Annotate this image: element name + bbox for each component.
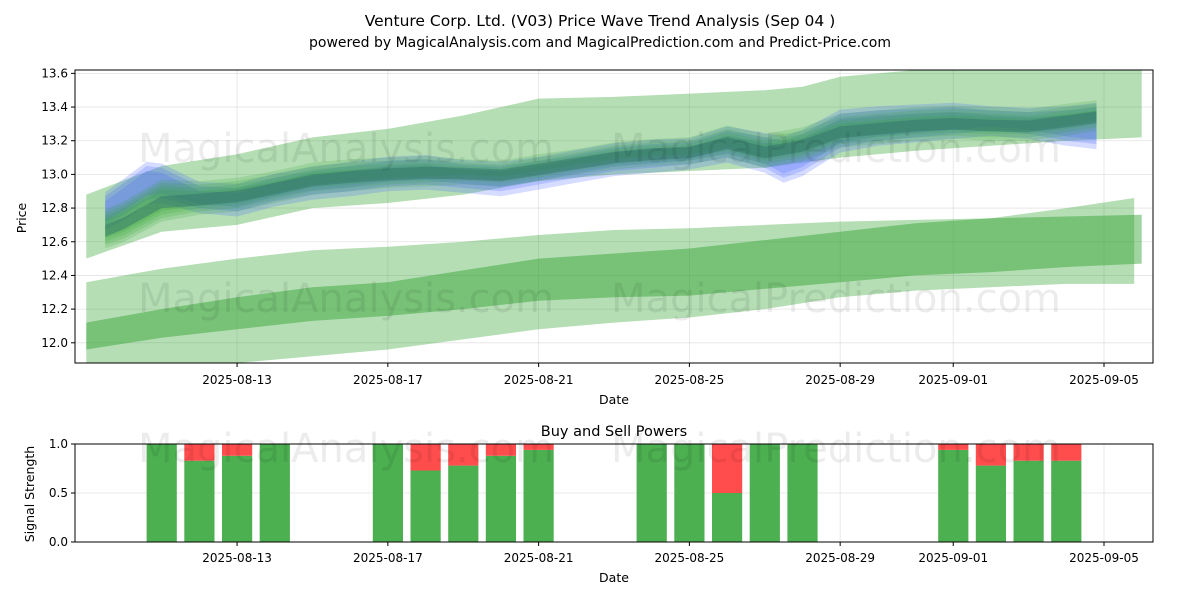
price-chart-grid bbox=[75, 70, 1153, 363]
price-y-tick-label: 13.0 bbox=[41, 167, 68, 181]
powers-x-tick-label: 2025-08-13 bbox=[202, 551, 272, 565]
price-x-tick-label: 2025-08-13 bbox=[202, 373, 272, 387]
price-x-tick-label: 2025-09-01 bbox=[918, 373, 988, 387]
watermark-analysis-bottom: MagicalAnalysis.com bbox=[138, 426, 554, 472]
powers-chart-title: Buy and Sell Powers bbox=[541, 424, 687, 440]
sell-bar bbox=[410, 444, 441, 471]
buy-bar bbox=[259, 444, 290, 542]
price-x-tick-label: 2025-08-29 bbox=[805, 373, 875, 387]
lower-outer-band bbox=[86, 198, 1135, 363]
chart-title: Venture Corp. Ltd. (V03) Price Wave Tren… bbox=[365, 12, 836, 30]
buy-bar bbox=[410, 470, 441, 542]
upper-green-wave bbox=[105, 100, 1097, 239]
powers-x-tick-label: 2025-09-05 bbox=[1069, 551, 1139, 565]
buy-bar bbox=[523, 449, 554, 542]
price-x-axis-label: Date bbox=[599, 392, 629, 407]
price-bands bbox=[86, 70, 1142, 363]
price-x-tick-label: 2025-08-17 bbox=[353, 373, 423, 387]
watermark-prediction-bottom: MagicalPrediction.com bbox=[611, 426, 1061, 472]
sell-bar bbox=[712, 444, 743, 493]
powers-chart-bars bbox=[146, 444, 1082, 542]
upper-blue-wave bbox=[105, 107, 1097, 225]
sell-bar bbox=[222, 444, 253, 456]
powers-y-tick-label: 0.0 bbox=[49, 535, 68, 549]
watermark-prediction-mid: MagicalPrediction.com bbox=[611, 276, 1061, 322]
upper-outer-band bbox=[86, 70, 1142, 259]
price-y-tick-label: 12.0 bbox=[41, 336, 68, 350]
buy-bar bbox=[975, 465, 1006, 542]
price-y-tick-label: 13.4 bbox=[41, 100, 68, 114]
price-y-tick-label: 13.2 bbox=[41, 134, 68, 148]
sell-bar bbox=[523, 444, 554, 450]
upper-green-wave bbox=[105, 107, 1097, 246]
price-y-tick-label: 12.8 bbox=[41, 201, 68, 215]
powers-x-tick-label: 2025-08-29 bbox=[805, 551, 875, 565]
price-chart-plot bbox=[86, 70, 1142, 363]
watermark-prediction-top: MagicalPrediction.com bbox=[611, 126, 1061, 172]
buy-bar bbox=[712, 493, 743, 542]
price-y-axis-label: Price bbox=[14, 202, 29, 233]
buy-bar bbox=[938, 449, 969, 542]
powers-x-tick-label: 2025-08-25 bbox=[655, 551, 725, 565]
buy-bar bbox=[674, 444, 705, 542]
buy-bar bbox=[184, 460, 215, 542]
lower-inner-band bbox=[86, 214, 1142, 350]
price-chart-frame bbox=[74, 69, 1154, 364]
price-x-tick-label: 2025-08-25 bbox=[655, 373, 725, 387]
sell-bar bbox=[1013, 444, 1044, 461]
buy-bar bbox=[372, 444, 403, 542]
price-y-tick-label: 12.6 bbox=[41, 235, 68, 249]
buy-bar bbox=[146, 444, 177, 542]
watermark-analysis-mid: MagicalAnalysis.com bbox=[138, 276, 554, 322]
buy-bar bbox=[787, 444, 818, 542]
sell-bar bbox=[1051, 444, 1082, 461]
powers-x-axis: 2025-08-13 2025-08-17 2025-08-21 2025-08-25… bbox=[202, 542, 1139, 565]
powers-y-tick-label: 1.0 bbox=[49, 437, 68, 451]
buy-bar bbox=[1013, 460, 1044, 542]
powers-y-tick-label: 0.5 bbox=[49, 486, 68, 500]
price-y-tick-label: 12.4 bbox=[41, 268, 68, 282]
buy-bar bbox=[222, 455, 253, 542]
buy-bar bbox=[1051, 460, 1082, 542]
price-y-tick-label: 13.6 bbox=[41, 66, 68, 80]
powers-x-tick-label: 2025-08-21 bbox=[504, 551, 574, 565]
buy-bar bbox=[448, 465, 479, 542]
price-x-tick-label: 2025-09-05 bbox=[1069, 373, 1139, 387]
price-x-tick-label: 2025-08-21 bbox=[504, 373, 574, 387]
upper-blue-wave bbox=[105, 102, 1097, 221]
upper-green-wave bbox=[105, 103, 1097, 242]
core-wave bbox=[105, 111, 1097, 237]
chart-subtitle: powered by MagicalAnalysis.com and Magic… bbox=[309, 35, 891, 51]
watermark-analysis-top: MagicalAnalysis.com bbox=[138, 126, 554, 172]
sell-bar bbox=[448, 444, 479, 466]
powers-y-axis: 0.0 0.5 1.0 bbox=[49, 437, 75, 549]
buy-bar bbox=[485, 455, 516, 542]
price-x-axis: 2025-08-13 2025-08-17 2025-08-21 2025-08-25… bbox=[202, 363, 1139, 387]
upper-green-wave bbox=[105, 110, 1097, 249]
powers-x-tick-label: 2025-08-17 bbox=[353, 551, 423, 565]
price-y-tick-label: 12.2 bbox=[41, 302, 68, 316]
buy-bar bbox=[636, 444, 667, 542]
price-y-axis: 12.0 12.2 12.4 12.6 12.8 13.0 13.2 13.4 13.6 bbox=[41, 66, 75, 350]
upper-blue-wave bbox=[105, 112, 1097, 230]
price-chart-watermarks: MagicalAnalysis.com MagicalPrediction.co… bbox=[138, 126, 1061, 322]
sell-bar bbox=[975, 444, 1006, 466]
buy-bar bbox=[749, 444, 780, 542]
sell-bar bbox=[184, 444, 215, 461]
sell-bar bbox=[485, 444, 516, 456]
powers-x-axis-label: Date bbox=[599, 570, 629, 585]
powers-x-tick-label: 2025-09-01 bbox=[918, 551, 988, 565]
powers-y-axis-label: Signal Strength bbox=[22, 446, 37, 542]
sell-bar bbox=[938, 444, 969, 450]
